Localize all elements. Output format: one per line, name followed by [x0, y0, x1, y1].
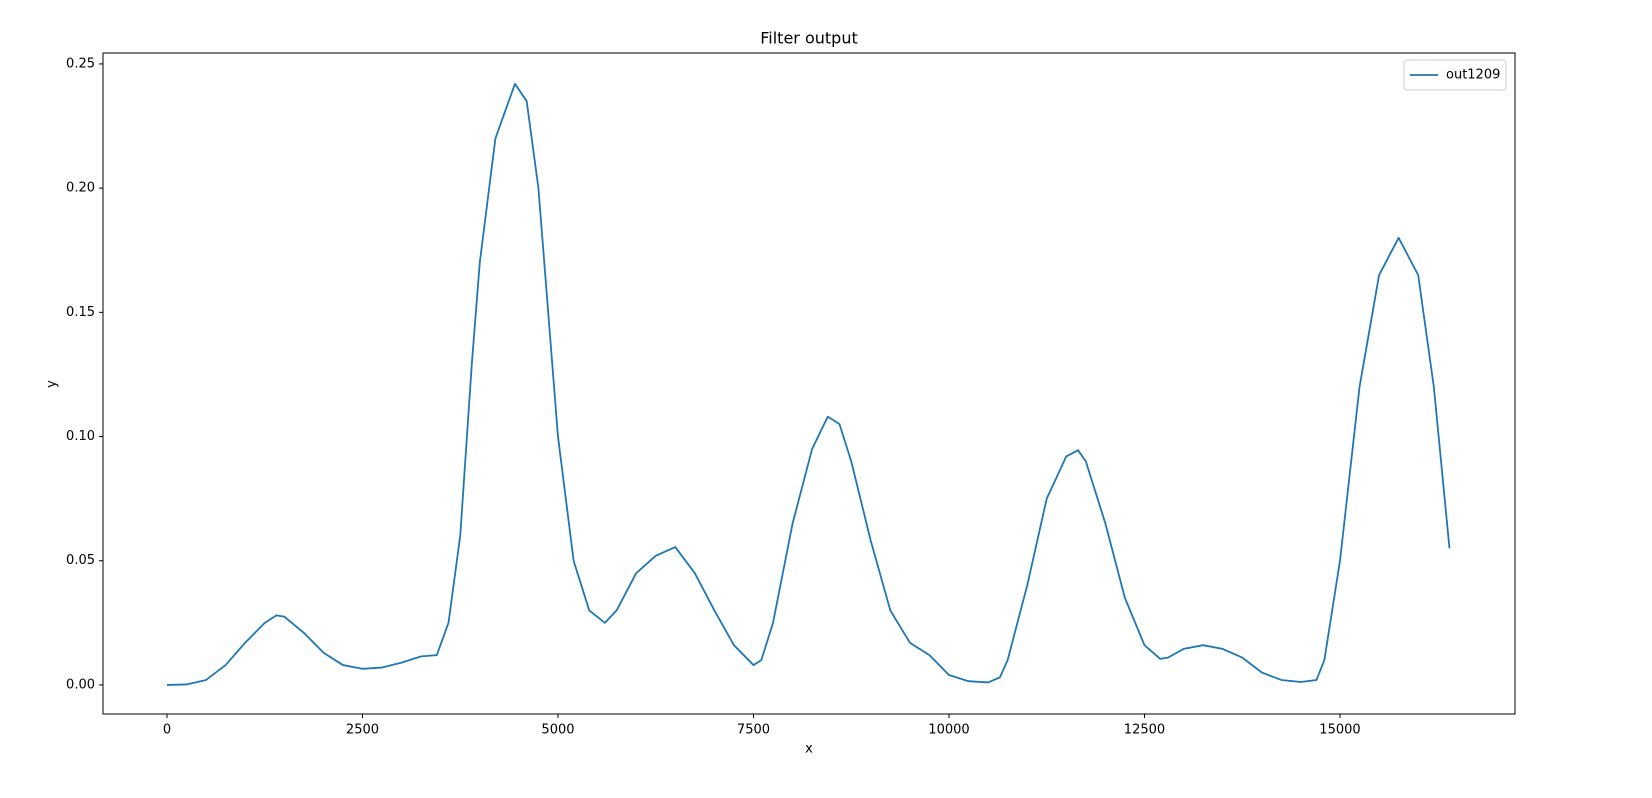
legend-box — [1403, 59, 1507, 91]
x-tick-label: 12500 — [1124, 723, 1165, 738]
y-tick-label: 0.25 — [66, 56, 95, 71]
y-tick-label: 0.00 — [66, 677, 95, 692]
line-series — [166, 82, 1451, 686]
axes-frame — [102, 52, 1516, 715]
y-tick-label: 0.15 — [66, 305, 95, 320]
legend-label: out1209 — [1446, 68, 1500, 83]
x-tick-label: 2500 — [346, 723, 379, 738]
y-axis-label: y — [45, 380, 60, 388]
x-tick-label: 15000 — [1319, 723, 1360, 738]
y-tick-label: 0.20 — [66, 181, 95, 196]
x-tick-label: 0 — [163, 723, 171, 738]
x-axis-label: x — [805, 742, 813, 757]
y-tick-label: 0.10 — [66, 429, 95, 444]
x-tick-label: 10000 — [928, 723, 969, 738]
y-tick-label: 0.05 — [66, 553, 95, 568]
x-tick-label: 7500 — [737, 723, 770, 738]
chart-title: Filter output — [760, 29, 857, 48]
x-tick-label: 5000 — [541, 723, 574, 738]
